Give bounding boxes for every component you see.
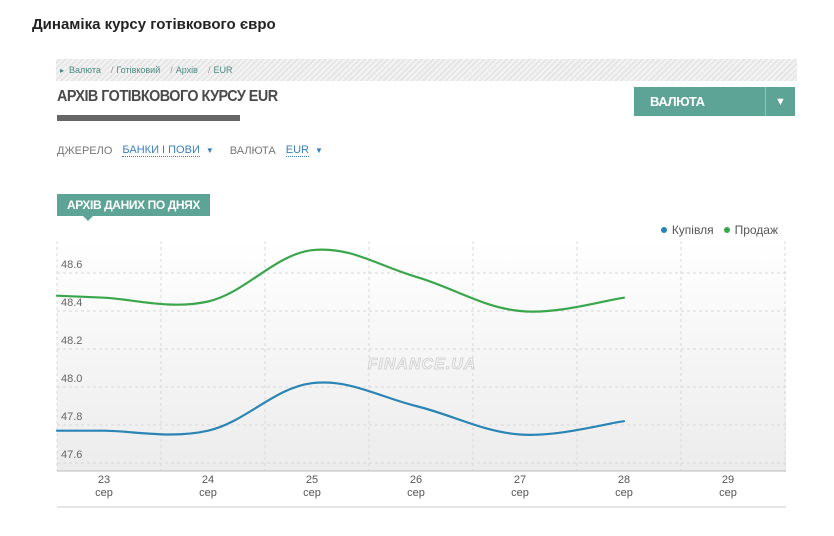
legend-item-sell[interactable]: Продаж: [723, 223, 778, 237]
x-tick-label-day: 29: [722, 474, 734, 486]
x-tick-label-month: сер: [303, 487, 321, 499]
currency-filter-label: ВАЛЮТА: [229, 144, 276, 157]
x-tick-label-day: 27: [514, 474, 526, 486]
chevron-down-icon: ▼: [765, 87, 795, 116]
breadcrumb-item-cash[interactable]: Готівковий: [116, 65, 161, 75]
x-tick-label-month: сер: [511, 487, 529, 499]
page-title: Динаміка курсу готівкового євро: [32, 16, 276, 33]
x-tick-label-month: сер: [719, 487, 737, 499]
currency-dropdown-button[interactable]: ВАЛЮТА ▼: [634, 87, 795, 116]
x-tick-label-day: 24: [202, 474, 214, 486]
breadcrumb-arrow-icon: ▸: [60, 65, 65, 75]
currency-dropdown-label: ВАЛЮТА: [650, 94, 705, 109]
breadcrumb-item-archive[interactable]: Архів: [175, 65, 198, 75]
legend-label-buy: Купівля: [671, 223, 714, 237]
y-tick-label: 47.6: [61, 449, 82, 461]
currency-filter-select[interactable]: EUR: [285, 144, 309, 157]
chart-watermark: FINANCE.UA: [368, 356, 477, 373]
x-tick-label-month: сер: [407, 487, 425, 499]
y-tick-label: 48.2: [61, 335, 82, 347]
legend-item-buy[interactable]: Купівля: [660, 223, 714, 237]
source-filter-label: ДЖЕРЕЛО: [57, 144, 113, 157]
y-tick-label: 47.8: [61, 411, 82, 423]
legend-dot-buy: [660, 227, 667, 233]
breadcrumb-separator: /: [170, 65, 173, 75]
breadcrumb: ▸ Валюта / Готівковий / Архів / EUR: [56, 59, 797, 81]
title-underline: [57, 115, 240, 121]
source-filter-select[interactable]: БАНКИ І ПОВИ: [122, 144, 200, 157]
axis-layer: 47.647.848.048.248.448.623сер24сер25сер2…: [57, 259, 786, 508]
breadcrumb-item-currency[interactable]: Валюта: [69, 65, 101, 75]
tab-pointer: [83, 216, 93, 221]
x-tick-label-month: сер: [615, 487, 633, 499]
x-tick-label-day: 26: [410, 474, 422, 486]
filters-bar: ДЖЕРЕЛО БАНКИ І ПОВИ ▼ ВАЛЮТА EUR ▼: [57, 144, 339, 157]
archive-title: АРХІВ ГОТІВКОВОГО КУРСУ EUR: [57, 88, 278, 105]
chevron-down-icon[interactable]: ▼: [314, 146, 323, 155]
breadcrumb-item-eur[interactable]: EUR: [213, 65, 233, 75]
series-line-sell: [55, 248, 626, 313]
x-tick-label-month: сер: [95, 487, 113, 499]
chart-legend: Купівля Продаж: [651, 223, 778, 237]
breadcrumb-separator: /: [207, 65, 211, 75]
series-line-buy: [55, 381, 626, 436]
x-tick-label-month: сер: [199, 487, 217, 499]
legend-dot-sell: [723, 227, 730, 233]
y-tick-label: 48.0: [61, 373, 82, 385]
series-layer: [55, 248, 626, 436]
legend-label-sell: Продаж: [734, 223, 778, 237]
breadcrumb-separator: /: [110, 65, 114, 75]
x-tick-label-day: 23: [98, 474, 110, 486]
tab-archive-by-days[interactable]: АРХІВ ДАНИХ ПО ДНЯХ: [57, 194, 210, 216]
y-tick-label: 48.6: [61, 259, 82, 271]
chevron-down-icon[interactable]: ▼: [205, 146, 214, 155]
y-tick-label: 48.4: [61, 297, 82, 309]
grid-layer: [56, 241, 786, 471]
x-tick-label-day: 25: [306, 474, 318, 486]
x-tick-label-day: 28: [618, 474, 630, 486]
